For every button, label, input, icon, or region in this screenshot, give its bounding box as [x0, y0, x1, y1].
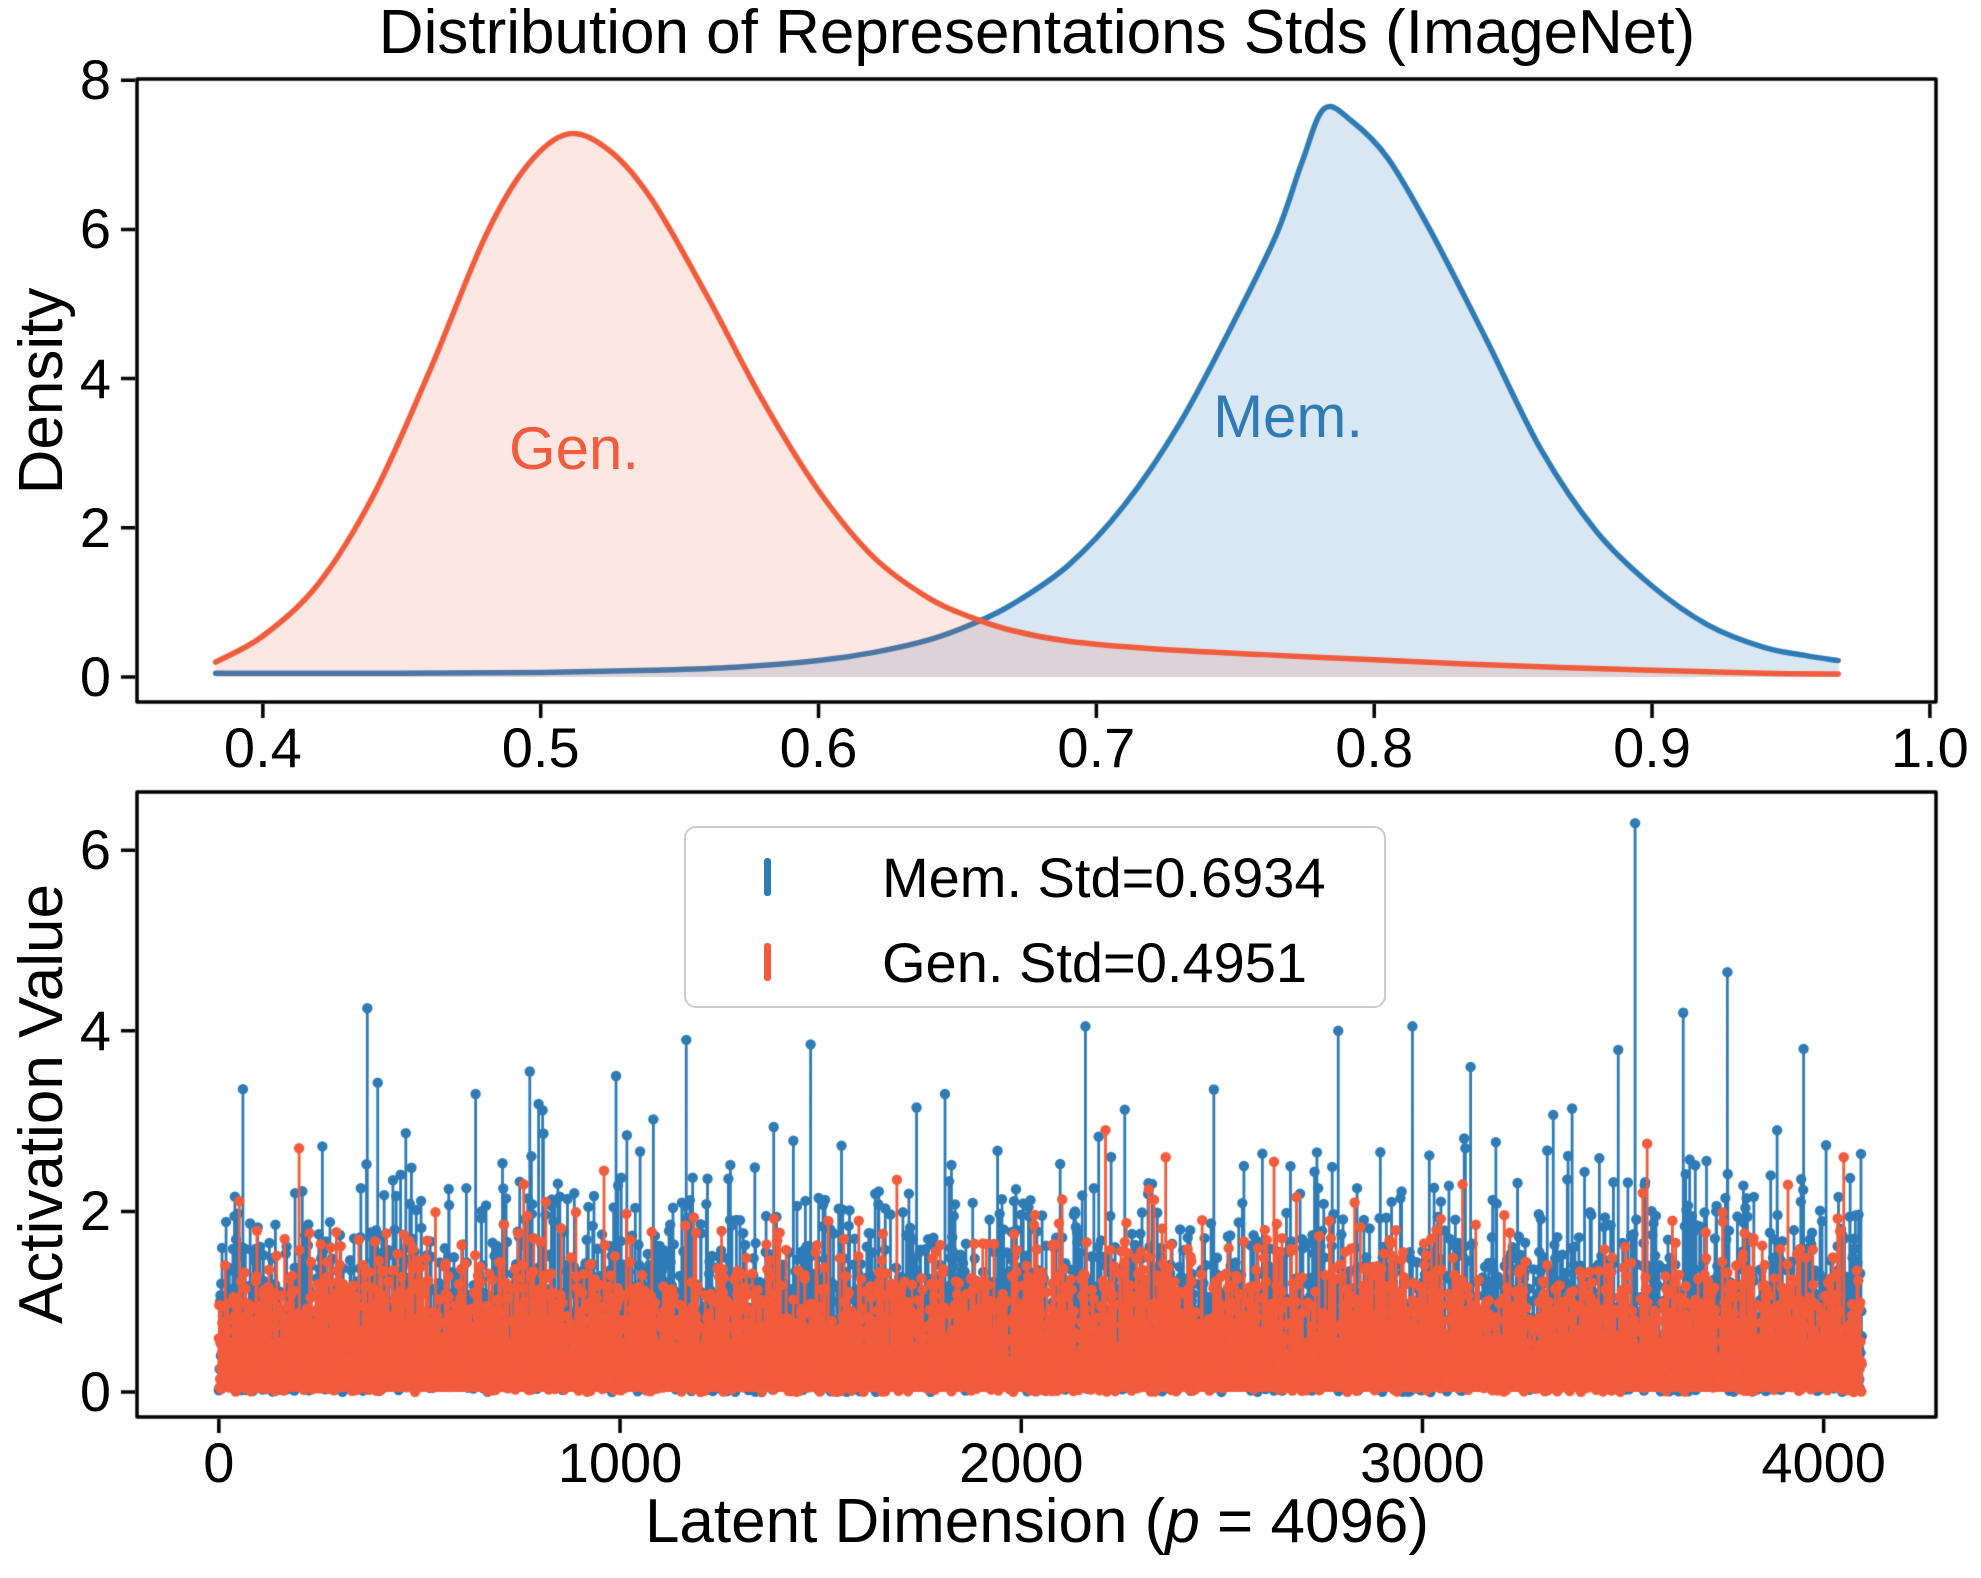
y-tick-label: 0 [79, 645, 111, 708]
activation-axis-label: Activation Value [7, 884, 76, 1324]
x-tick-label: 0.5 [501, 716, 580, 779]
x-tick-label: 0.4 [223, 716, 302, 779]
xlabel-suffix: = 4096) [1199, 1487, 1430, 1556]
mem-legend-label: Mem. Std=0.6934 [882, 846, 1326, 909]
x-tick-label: 3000 [1360, 1431, 1485, 1494]
x-tick-label: 2000 [958, 1431, 1084, 1494]
y-tick-label: 4 [79, 998, 111, 1062]
x-tick-label: 4000 [1761, 1431, 1886, 1494]
mem-legend-marker-icon [764, 858, 771, 896]
mem-annotation: Mem. [1213, 383, 1364, 451]
y-tick-label: 0 [79, 1359, 111, 1423]
y-tick-label: 4 [79, 346, 111, 410]
y-tick-label: 6 [79, 818, 111, 882]
gen-legend-marker-icon [764, 943, 771, 981]
latent-dimension-axis-label: Latent Dimension (p = 4096) [645, 1491, 1429, 1553]
x-tick-label: 0.9 [1613, 716, 1691, 779]
xlabel-prefix: Latent Dimension ( [644, 1487, 1166, 1556]
xlabel-variable: p [1165, 1487, 1200, 1556]
gen-legend-label: Gen. Std=0.4951 [882, 931, 1308, 994]
gen-annotation: Gen. [508, 415, 640, 483]
x-tick-label: 0 [203, 1431, 235, 1494]
x-tick-label: 1000 [557, 1431, 683, 1494]
x-tick-label: 1.0 [1890, 716, 1969, 779]
chart-title: Distribution of Representations Stds (Im… [378, 0, 1696, 67]
x-tick-label: 0.8 [1335, 716, 1414, 779]
x-tick-label: 0.7 [1057, 716, 1136, 779]
x-tick-label: 0.6 [779, 716, 858, 779]
legend: Mem. Std=0.6934 Gen. Std=0.4951 [684, 826, 1386, 1008]
y-tick-label: 2 [79, 1179, 111, 1243]
y-tick-label: 6 [79, 197, 111, 261]
y-tick-label: 8 [79, 48, 111, 112]
density-axis-label: Density [7, 287, 76, 495]
y-tick-label: 2 [79, 495, 111, 559]
